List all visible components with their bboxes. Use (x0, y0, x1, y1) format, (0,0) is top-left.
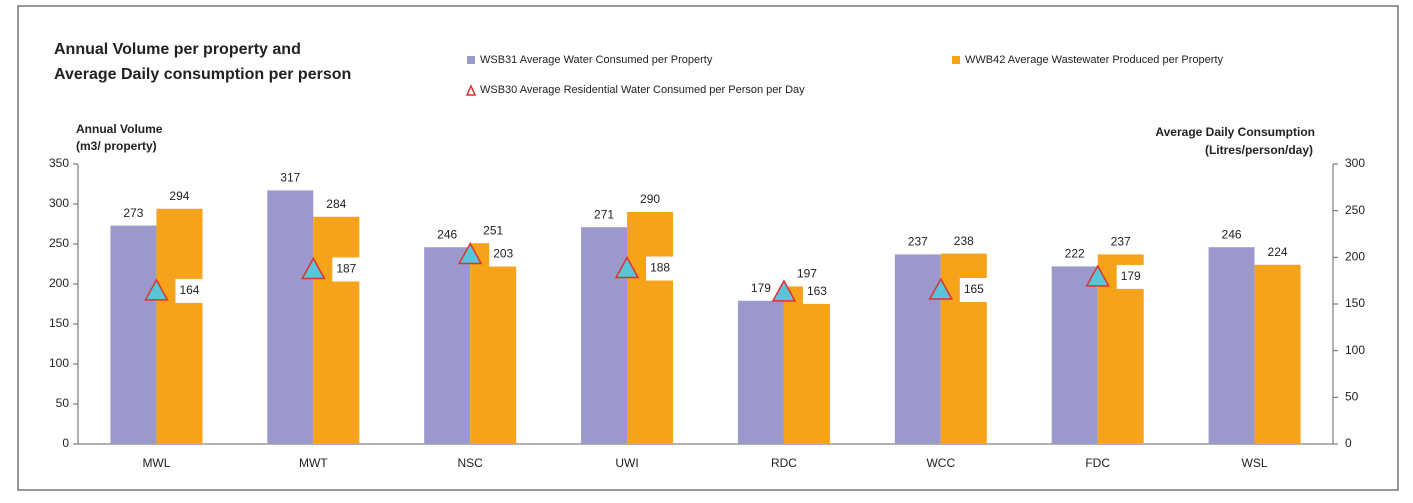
data-label: 179 (751, 281, 771, 295)
y2-tick-label: 100 (1345, 343, 1365, 357)
x-tick-label: FDC (1085, 456, 1110, 470)
bar (581, 227, 628, 444)
y2-tick-label: 250 (1345, 203, 1365, 217)
bar (470, 243, 517, 444)
y2-tick-label: 300 (1345, 156, 1365, 170)
data-label: 203 (493, 247, 513, 261)
legend-label: WWB42 Average Wastewater Produced per Pr… (965, 54, 1224, 66)
bar (627, 212, 674, 444)
x-tick-label: WSL (1242, 456, 1268, 470)
data-label: 165 (964, 282, 984, 296)
data-label-box (175, 278, 208, 303)
x-tick-label: UWI (615, 456, 638, 470)
data-label-box (646, 256, 679, 281)
data-label: 246 (1222, 227, 1242, 241)
data-label: 271 (594, 207, 614, 221)
x-tick-label: RDC (771, 456, 797, 470)
y2-tick-label: 50 (1345, 390, 1359, 404)
data-label: 290 (640, 192, 660, 206)
data-label: 163 (807, 284, 827, 298)
data-label: 187 (336, 262, 356, 276)
bar (1208, 247, 1255, 444)
data-label: 251 (483, 223, 503, 237)
bar (737, 300, 784, 444)
y-tick-label: 200 (49, 276, 69, 290)
bar (1254, 264, 1301, 444)
bar (313, 216, 360, 444)
data-label: 238 (954, 234, 974, 248)
y-tick-label: 150 (49, 316, 69, 330)
y2-tick-label: 150 (1345, 296, 1365, 310)
marker (771, 279, 797, 302)
legend-marker (467, 56, 475, 64)
data-label: 188 (650, 261, 670, 275)
marker (928, 277, 954, 300)
y-axis-label: (m3/ property) (76, 139, 157, 153)
data-label: 273 (123, 206, 143, 220)
x-tick-label: MWL (142, 456, 170, 470)
y-tick-label: 50 (56, 396, 70, 410)
bar (267, 190, 314, 444)
data-label: 237 (1111, 235, 1131, 249)
legend-label: WSB30 Average Residential Water Consumed… (480, 84, 805, 96)
data-label-box (802, 279, 835, 304)
data-label: 224 (1268, 245, 1288, 259)
marker (301, 256, 326, 280)
y2-axis-label: Average Daily Consumption (1155, 125, 1315, 139)
frame (17, 5, 1399, 491)
data-label: 246 (437, 227, 457, 241)
y2-tick-label: 0 (1345, 436, 1352, 450)
data-label: 284 (326, 197, 346, 211)
marker (144, 278, 169, 301)
data-label-box (959, 278, 992, 302)
bar (424, 247, 471, 444)
data-label-box (489, 242, 522, 267)
x-tick-label: NSC (458, 456, 484, 470)
data-label: 294 (169, 189, 189, 203)
legend-label: WSB31 Average Water Consumed per Propert… (480, 54, 713, 66)
data-label: 197 (797, 267, 817, 281)
x-tick-label: WCC (926, 456, 955, 470)
bar (156, 208, 203, 444)
marker (457, 241, 483, 265)
legend-marker (952, 56, 960, 64)
x-tick-label: MWT (299, 456, 328, 470)
y-axis-label: Annual Volume (76, 122, 163, 136)
chart-title: Average Daily consumption per person (54, 66, 351, 83)
data-label-box (1116, 264, 1149, 289)
marker (1085, 264, 1110, 287)
bar (1051, 266, 1098, 444)
chart-title: Annual Volume per property and (54, 41, 301, 58)
data-label: 317 (280, 171, 300, 185)
data-label: 164 (179, 283, 199, 297)
y-tick-label: 100 (49, 356, 69, 370)
bar (110, 225, 157, 444)
y-tick-label: 0 (62, 436, 69, 450)
y2-axis-label: (Litres/person/day) (1205, 143, 1313, 157)
y2-tick-label: 200 (1345, 250, 1365, 264)
marker (614, 255, 640, 279)
data-label-box (332, 257, 365, 282)
data-label: 222 (1065, 247, 1085, 261)
y-tick-label: 250 (49, 236, 69, 250)
bar (783, 286, 830, 444)
bar (894, 254, 941, 444)
y-tick-label: 300 (49, 196, 69, 210)
data-label: 237 (908, 235, 928, 249)
data-label: 179 (1121, 269, 1141, 283)
y-tick-label: 350 (49, 156, 69, 170)
legend-marker (465, 84, 477, 96)
